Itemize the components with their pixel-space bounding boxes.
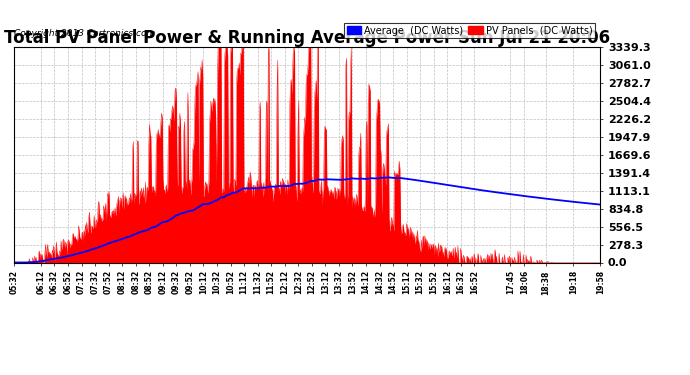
Legend: Average  (DC Watts), PV Panels  (DC Watts): Average (DC Watts), PV Panels (DC Watts): [344, 22, 595, 39]
Text: Copyright 2013 Cartronics.com: Copyright 2013 Cartronics.com: [14, 29, 155, 38]
Title: Total PV Panel Power & Running Average Power Sun Jul 21 20:06: Total PV Panel Power & Running Average P…: [4, 29, 610, 47]
